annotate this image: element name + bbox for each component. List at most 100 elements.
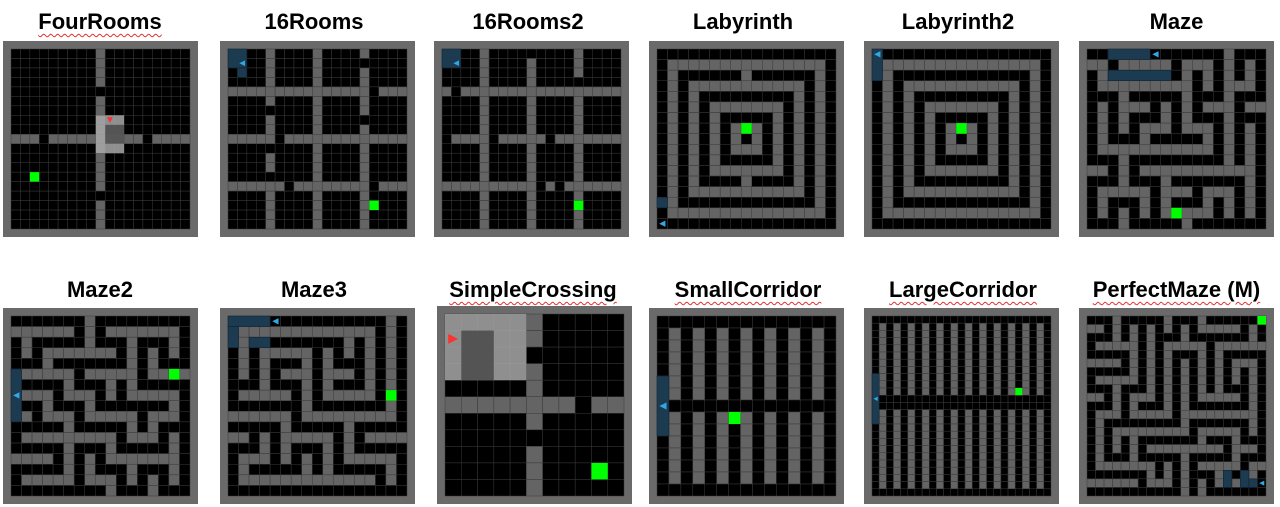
floor-cell bbox=[104, 152, 115, 163]
wall-cell bbox=[1213, 165, 1225, 177]
wall-cell bbox=[878, 459, 887, 468]
wall-cell bbox=[945, 165, 957, 177]
floor-cell bbox=[955, 69, 968, 82]
floor-cell bbox=[929, 387, 937, 396]
floor-cell bbox=[48, 124, 59, 135]
floor-cell bbox=[1043, 366, 1052, 374]
floor-cell bbox=[86, 200, 97, 211]
agent-view-cell bbox=[105, 124, 125, 144]
wall-cell bbox=[564, 134, 575, 144]
floor-cell bbox=[498, 48, 509, 59]
floor-cell bbox=[1149, 91, 1161, 103]
floor-cell bbox=[1240, 487, 1250, 497]
wall-cell bbox=[526, 413, 543, 431]
floor-cell bbox=[1043, 459, 1052, 468]
floor-cell bbox=[542, 446, 560, 464]
floor-cell bbox=[1029, 337, 1037, 346]
floor-cell bbox=[704, 351, 717, 365]
floor-cell bbox=[799, 459, 813, 473]
wall-cell bbox=[611, 134, 622, 144]
wall-cell bbox=[1248, 367, 1258, 377]
wall-cell bbox=[740, 69, 753, 82]
wall-cell bbox=[1214, 392, 1224, 402]
wall-cell bbox=[1244, 207, 1256, 219]
floor-cell bbox=[168, 379, 180, 391]
floor-cell bbox=[728, 375, 741, 389]
floor-cell bbox=[762, 175, 774, 187]
floor-cell bbox=[158, 315, 170, 327]
wall-cell bbox=[1029, 112, 1041, 124]
wall-cell bbox=[955, 80, 968, 92]
wall-cell bbox=[42, 389, 54, 401]
wall-cell bbox=[564, 86, 575, 97]
floor-cell bbox=[698, 133, 710, 145]
wall-cell bbox=[751, 133, 763, 145]
wall-cell bbox=[123, 134, 134, 144]
floor-cell bbox=[929, 366, 937, 374]
wall-cell bbox=[1189, 410, 1199, 420]
wall-cell bbox=[788, 339, 801, 353]
wall-cell bbox=[903, 133, 915, 145]
wall-cell bbox=[321, 86, 332, 97]
wall-cell bbox=[1181, 207, 1193, 219]
floor-cell bbox=[52, 379, 64, 391]
floor-cell bbox=[1234, 144, 1246, 156]
floor-cell bbox=[1189, 350, 1199, 360]
floor-cell bbox=[554, 190, 565, 201]
floor-cell bbox=[179, 326, 191, 338]
floor-cell bbox=[611, 162, 622, 173]
wall-cell bbox=[1244, 122, 1256, 134]
floor-cell bbox=[142, 58, 153, 69]
floor-cell bbox=[105, 358, 117, 370]
floor-cell bbox=[105, 421, 117, 433]
floor-cell bbox=[477, 462, 495, 480]
floor-cell bbox=[1107, 91, 1119, 103]
floor-cell bbox=[1014, 373, 1023, 382]
floor-cell bbox=[227, 171, 238, 182]
visited-cell bbox=[871, 48, 883, 82]
wall-cell bbox=[63, 368, 75, 380]
wall-cell bbox=[893, 409, 901, 418]
wall-cell bbox=[788, 387, 801, 401]
floor-cell bbox=[488, 58, 499, 69]
wall-cell bbox=[921, 466, 930, 475]
floor-cell bbox=[1149, 112, 1161, 124]
floor-cell bbox=[290, 442, 302, 454]
wall-cell bbox=[1008, 91, 1020, 103]
floor-cell bbox=[1040, 80, 1052, 92]
floor-cell bbox=[1107, 133, 1119, 145]
wall-cell bbox=[126, 336, 138, 349]
visited-cell bbox=[227, 315, 271, 327]
wall-cell bbox=[993, 322, 1002, 331]
floor-cell bbox=[137, 411, 149, 423]
floor-cell bbox=[611, 115, 622, 126]
floor-cell bbox=[1008, 196, 1020, 209]
floor-cell bbox=[152, 77, 162, 88]
wall-cell bbox=[811, 447, 825, 461]
wall-cell bbox=[1095, 341, 1105, 351]
wall-cell bbox=[903, 80, 915, 92]
wall-cell bbox=[479, 190, 490, 201]
floor-cell bbox=[179, 432, 191, 444]
floor-cell bbox=[397, 162, 408, 173]
floor-cell bbox=[709, 218, 721, 230]
wall-cell bbox=[1007, 430, 1016, 439]
floor-cell bbox=[574, 462, 592, 480]
floor-cell bbox=[1154, 487, 1164, 497]
wall-cell bbox=[95, 96, 106, 107]
floor-cell bbox=[1043, 351, 1052, 360]
floor-cell bbox=[914, 322, 923, 331]
wall-cell bbox=[105, 368, 117, 380]
floor-cell bbox=[1170, 48, 1183, 60]
wall-cell bbox=[977, 59, 989, 71]
floor-cell bbox=[114, 96, 125, 107]
floor-cell bbox=[751, 91, 763, 103]
floor-cell bbox=[719, 122, 731, 134]
agent-arrow bbox=[873, 396, 878, 401]
floor-cell bbox=[943, 315, 952, 324]
floor-cell bbox=[1029, 358, 1037, 367]
floor-cell bbox=[907, 394, 916, 403]
floor-cell bbox=[152, 190, 162, 201]
wall-cell bbox=[667, 59, 679, 71]
wall-cell bbox=[1240, 341, 1250, 351]
